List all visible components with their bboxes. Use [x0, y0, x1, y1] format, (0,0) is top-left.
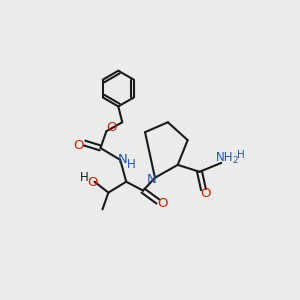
Text: N: N	[147, 173, 157, 186]
Text: O: O	[106, 121, 117, 134]
Text: H: H	[127, 158, 136, 171]
Text: NH: NH	[216, 152, 233, 164]
Text: H: H	[80, 171, 89, 184]
Text: O: O	[158, 197, 168, 210]
Text: 2: 2	[232, 156, 238, 165]
Text: O: O	[200, 187, 211, 200]
Text: O: O	[74, 139, 84, 152]
Text: H: H	[237, 150, 245, 160]
Text: N: N	[117, 153, 127, 167]
Text: O: O	[87, 176, 98, 189]
